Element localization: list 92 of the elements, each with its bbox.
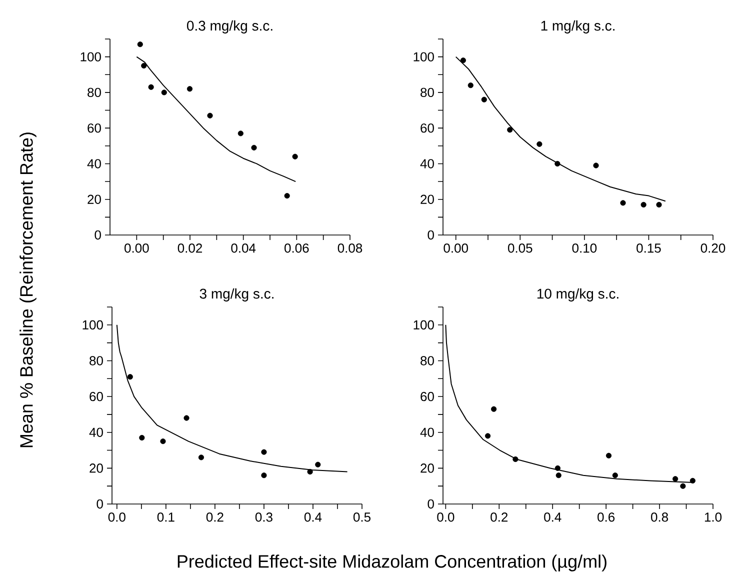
point [656,202,662,208]
x-tick-label: 0.10 [572,244,597,253]
x-tick-label: 0.0 [108,512,126,522]
y-tick-label: 100 [82,320,103,330]
y-tick-label: 60 [420,392,434,402]
point [315,462,321,468]
point [139,434,145,441]
y-tick-label: 40 [420,159,434,168]
y-tick-label: 80 [88,88,101,98]
point [507,127,513,133]
point [238,130,244,136]
point [640,202,646,208]
y-tick-label: 60 [420,123,434,133]
point [468,82,474,88]
y-tick-label: 100 [80,52,101,62]
point [536,141,542,147]
y-tick-label: 60 [88,123,101,133]
chart-title: 0.3 mg/kg s.c. [186,20,272,34]
y-tick-label: 20 [90,464,103,473]
y-tick-label: 60 [90,392,103,402]
point [161,90,167,96]
x-tick-label: 0.2 [206,512,224,522]
chart-title: 3 mg/kg s.c. [200,288,274,302]
point [141,62,147,69]
chart-title: 1 mg/kg s.c. [541,20,614,34]
y-tick-label: 80 [420,356,434,366]
x-tick-label: 0.08 [338,244,362,253]
y-tick-label: 20 [88,194,101,204]
x-tick-label: 0.02 [178,244,202,253]
x-tick-label: 0.04 [231,244,256,253]
x-tick-label: 0.4 [304,512,322,522]
x-tick-label: 0.20 [700,244,726,253]
point [612,472,618,478]
point [160,438,166,444]
x-tick-label: 0.2 [490,512,508,522]
point [186,86,193,92]
point [198,454,204,460]
y-tick-label: 40 [420,428,434,437]
x-tick-label: 0.4 [544,512,562,522]
y-tick-label: 80 [420,88,434,98]
point [512,456,518,462]
y-axis-title: Mean % Baseline (Reinforcement Rate) [20,132,36,448]
y-tick-label: 40 [89,428,103,437]
point [606,452,612,458]
x-tick-label: 0.3 [255,512,272,522]
x-tick-label: 0.00 [444,244,468,253]
x-tick-label: 0.8 [651,512,668,522]
x-tick-label: 0.05 [508,244,532,253]
x-axis-title: Predicted Effect-site Midazolam Concentration (µg/ml) [178,554,606,572]
line-series [136,56,296,182]
y-tick-label: 20 [420,464,434,473]
point [284,192,290,199]
x-tick-label: 0.1 [157,512,174,522]
point [690,478,696,484]
x-tick-label: 0.6 [598,512,615,522]
x-tick-label: 0.15 [636,244,661,253]
point [556,472,562,478]
y-tick-label: 0 [428,499,434,509]
y-tick-label: 100 [414,52,434,62]
point [261,449,267,455]
point [593,162,599,168]
x-tick-label: 0.5 [353,512,370,522]
y-tick-label: 80 [90,356,103,366]
y-tick-label: 0 [96,499,103,509]
point [137,42,143,48]
y-tick-label: 100 [414,320,434,330]
x-tick-label: 0.0 [437,512,454,522]
y-tick-label: 40 [87,159,101,168]
x-tick-label: 0.06 [284,244,309,253]
y-tick-label: 0 [94,230,101,240]
point [672,476,678,482]
point [307,468,313,475]
point [251,144,257,150]
point [554,465,560,471]
point [490,406,497,412]
x-tick-label: 0.00 [124,244,149,253]
point [148,84,154,90]
point [620,200,626,206]
point [207,112,213,118]
chart-title: 10 mg/kg s.c. [537,288,618,302]
point [292,154,298,160]
y-tick-label: 20 [420,194,434,204]
point [484,433,491,439]
point [261,472,267,478]
x-tick-label: 1.0 [704,512,722,522]
point [680,483,686,489]
point [127,374,133,380]
y-tick-label: 0 [428,230,434,240]
point [554,160,560,167]
point [460,58,466,64]
point [481,96,487,102]
point [184,415,190,421]
